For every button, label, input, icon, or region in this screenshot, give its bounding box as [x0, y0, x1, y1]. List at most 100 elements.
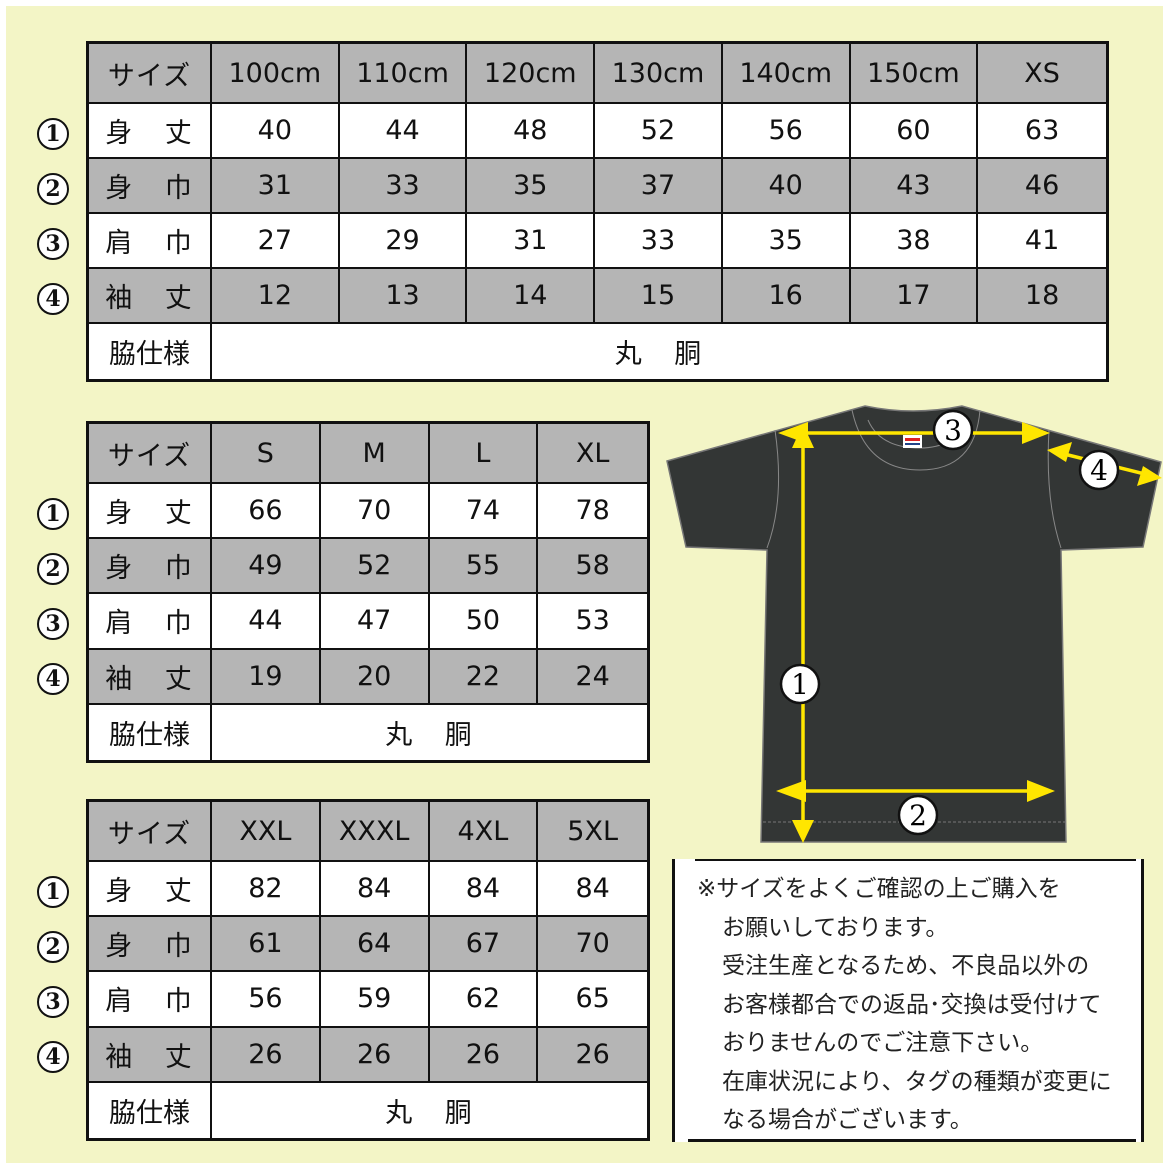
measurement-value: 55	[430, 539, 539, 593]
diagram-marker-1: 1	[791, 668, 809, 701]
measurement-label: 身 巾	[89, 917, 212, 971]
size-header-label: サイズ	[89, 802, 212, 860]
notice-line: 受注生産となるため、不良品以外の	[722, 953, 1090, 979]
size-column-header: L	[430, 424, 539, 482]
row-marker-4: 4	[37, 282, 69, 315]
size-column-header: 110cm	[340, 44, 468, 102]
table-row: 肩 巾 44 47 50 53	[89, 594, 647, 650]
table-row: 身 丈 66 70 74 78	[89, 484, 647, 540]
measurement-value: 65	[575, 983, 610, 1015]
measurement-value: 56	[723, 104, 851, 157]
diagram-marker-2: 2	[909, 799, 927, 832]
measurement-value: 26	[212, 1027, 321, 1081]
measurement-value: 52	[321, 539, 430, 593]
measurement-value: 74	[430, 484, 539, 538]
measurement-value: 40	[212, 104, 340, 157]
measurement-value: 70	[575, 928, 610, 960]
measurement-value: 47	[321, 594, 430, 648]
notice-line: ※サイズをよくご確認の上ご購入を	[697, 876, 1061, 902]
row-marker-3: 3	[37, 608, 69, 640]
measurement-value: 26	[575, 1038, 610, 1070]
measurement-value: 84	[575, 873, 610, 905]
measurement-label: 袖 丈	[89, 1027, 212, 1081]
measurement-value: 26	[430, 1027, 539, 1081]
table-row: 肩 巾 27 29 31 33 35 38 41	[89, 214, 1106, 269]
measurement-value: 13	[340, 269, 468, 322]
measurement-value: 33	[340, 159, 468, 212]
measurement-value: 31	[212, 159, 340, 212]
measurement-value: 12	[212, 269, 340, 322]
table-row: 袖 丈 19 20 22 24	[89, 649, 647, 705]
size-column-header: 4XL	[430, 802, 539, 860]
measurement-value: 50	[430, 594, 539, 648]
side-spec-label: 脇仕様	[89, 704, 212, 760]
size-column-header: 140cm	[723, 44, 851, 102]
measurement-value: 84	[430, 862, 539, 916]
measurement-value: 64	[321, 917, 430, 971]
tshirt-shape	[666, 405, 1162, 843]
table-row: 身 巾 31 33 35 37 40 43 46	[89, 159, 1106, 214]
measurement-value: 22	[430, 649, 539, 703]
notice-line: おりませんのでご注意下さい。	[722, 1030, 1044, 1056]
row-marker-4: 4	[37, 663, 69, 696]
size-column-header: XL	[575, 437, 610, 469]
row-marker-3: 3	[37, 986, 69, 1018]
measurement-value: 53	[575, 605, 610, 637]
size-table-3: サイズ XXL XXXL 4XL 5XL 身 丈 82 84 84 84 身 巾 61 64 67 70 肩 …	[86, 799, 650, 1141]
size-header-label: サイズ	[89, 44, 212, 102]
measurement-value: 19	[212, 649, 321, 703]
measurement-value: 63	[1024, 115, 1060, 146]
size-column-header: XXL	[212, 802, 321, 860]
size-column-header: M	[321, 424, 430, 482]
measurement-value: 26	[321, 1027, 430, 1081]
measurement-value: 29	[340, 214, 468, 267]
measurement-value: 61	[212, 917, 321, 971]
header-row: サイズ S M L XL	[89, 424, 647, 484]
measurement-label: 身 丈	[89, 862, 212, 916]
size-column-header: 150cm	[851, 44, 979, 102]
size-column-header: 100cm	[212, 44, 340, 102]
size-column-header: 130cm	[595, 44, 723, 102]
measurement-value: 20	[321, 649, 430, 703]
measurement-value: 56	[212, 972, 321, 1026]
measurement-value: 70	[321, 484, 430, 538]
notice-line: 在庫状況により、タグの種類が変更に	[722, 1068, 1112, 1095]
notice-box: ※サイズをよくご確認の上ご購入を お願いしております。 受注生産となるため、不良品以…	[672, 859, 1144, 1142]
measurement-label: 袖 丈	[89, 269, 212, 322]
measurement-label: 身 巾	[89, 539, 212, 593]
row-marker-2: 2	[37, 552, 69, 585]
side-spec-value: 丸 胴	[385, 719, 484, 751]
row-marker-1: 1	[37, 117, 69, 150]
measurement-value: 49	[212, 539, 321, 593]
header-row: サイズ XXL XXXL 4XL 5XL	[89, 802, 647, 862]
size-table-2: サイズ S M L XL 身 丈 66 70 74 78 身 巾 49 52 55 58 肩 巾 44 47 50 5…	[86, 421, 650, 763]
row-marker-4: 4	[37, 1041, 69, 1074]
measurement-label: 肩 巾	[89, 972, 212, 1026]
row-marker-3: 3	[37, 227, 69, 260]
measurement-label: 肩 巾	[89, 214, 212, 267]
tag-label	[903, 435, 922, 448]
collar-seam	[851, 409, 981, 471]
size-column-header: 120cm	[467, 44, 596, 102]
measurement-value: 46	[1024, 170, 1060, 201]
side-spec-value: 丸 胴	[385, 1097, 484, 1129]
side-spec-label: 脇仕様	[89, 324, 212, 379]
measurement-value: 18	[1024, 280, 1060, 311]
measurement-value: 17	[851, 269, 979, 322]
measurement-value: 31	[467, 214, 596, 267]
header-row: サイズ 100cm 110cm 120cm 130cm 140cm 150cm XS	[89, 44, 1106, 104]
measurement-value: 38	[851, 214, 979, 267]
diagram-marker-3: 3	[944, 414, 962, 447]
measurement-value: 58	[575, 550, 610, 582]
measurement-value: 43	[851, 159, 979, 212]
row-marker-2: 2	[37, 930, 69, 963]
measurement-label: 袖 丈	[89, 649, 212, 703]
measurement-value: 60	[851, 104, 979, 157]
size-column-header: XXXL	[321, 802, 430, 860]
measurement-value: 78	[575, 495, 610, 527]
left-armhole-seam	[766, 429, 780, 549]
measurement-label: 身 巾	[89, 159, 212, 212]
right-armhole-seam	[1047, 429, 1062, 549]
size-column-header: S	[212, 424, 321, 482]
measurement-value: 27	[212, 214, 340, 267]
